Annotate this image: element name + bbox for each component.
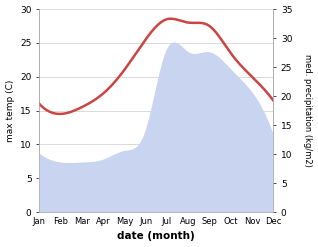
- Y-axis label: max temp (C): max temp (C): [5, 79, 15, 142]
- X-axis label: date (month): date (month): [117, 231, 195, 242]
- Y-axis label: med. precipitation (kg/m2): med. precipitation (kg/m2): [303, 54, 313, 167]
